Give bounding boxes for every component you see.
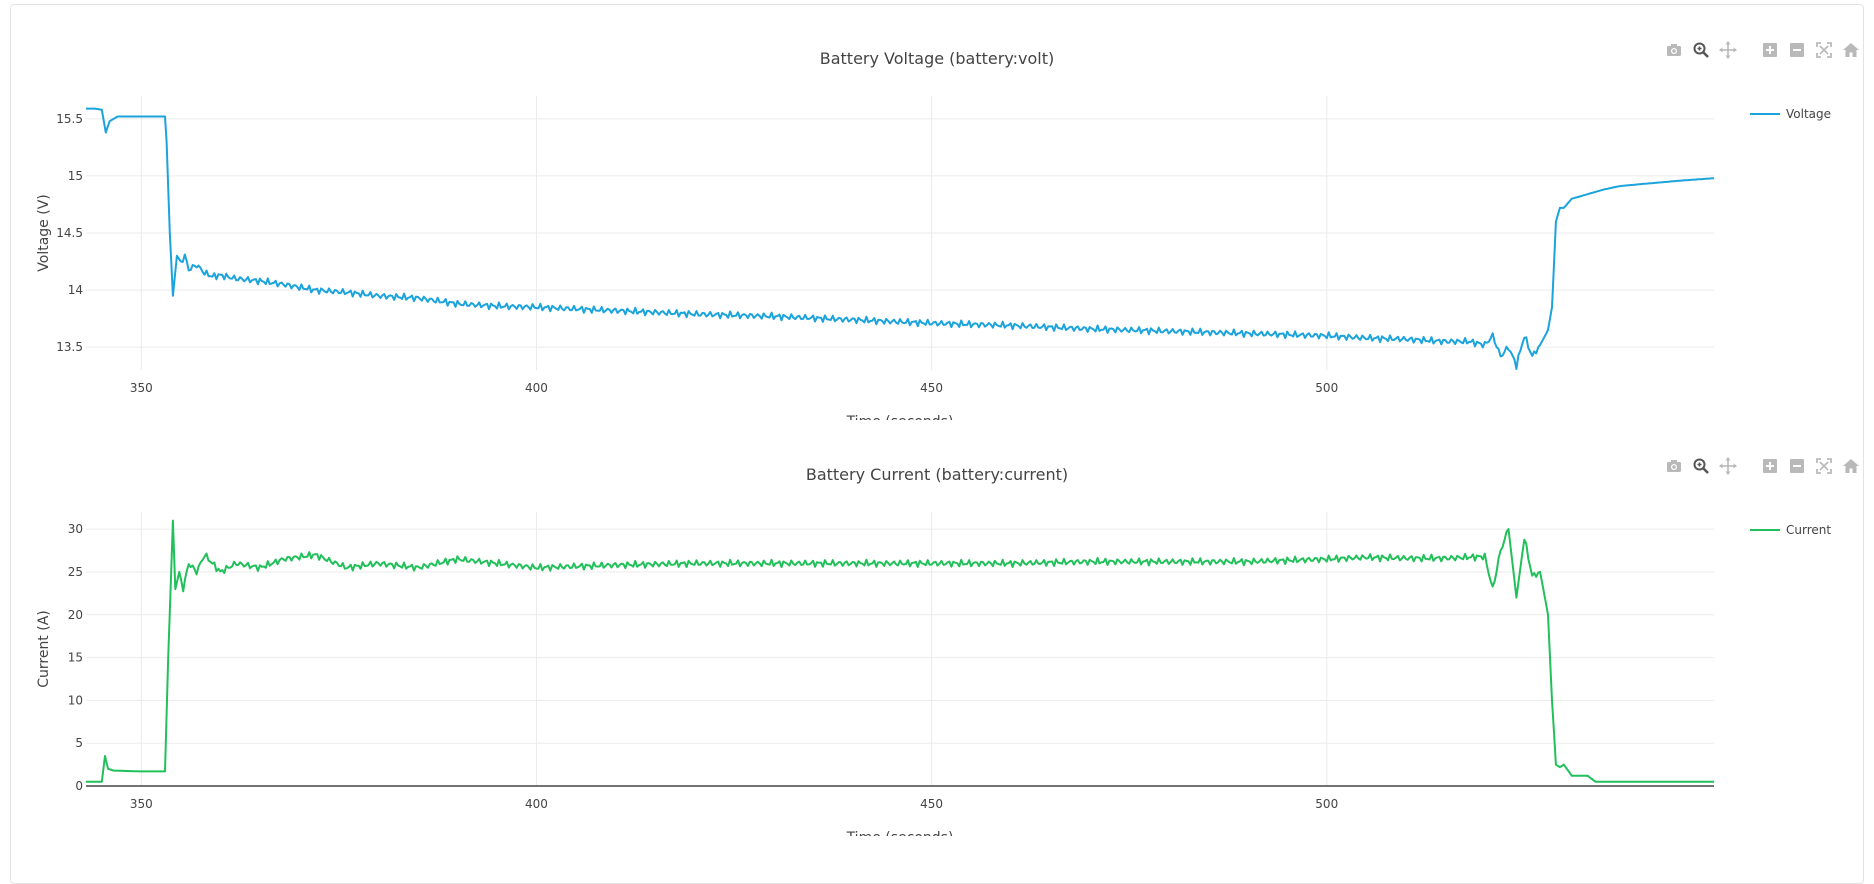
zoom-icon	[1693, 458, 1709, 474]
legend: Voltage	[1750, 107, 1831, 121]
series-line-current	[86, 519, 1714, 783]
x-tick-label: 350	[130, 381, 153, 395]
x-tick-label: 500	[1315, 381, 1338, 395]
camera-button[interactable]	[1664, 40, 1684, 60]
x-tick-label: 400	[525, 381, 548, 395]
y-tick-label: 5	[75, 736, 83, 750]
zoom-icon	[1693, 42, 1709, 58]
x-tick-label: 450	[920, 381, 943, 395]
x-tick-label: 400	[525, 797, 548, 811]
y-tick-label: 0	[75, 779, 83, 793]
zoom-button[interactable]	[1691, 40, 1711, 60]
home-icon	[1843, 43, 1859, 57]
autoscale-icon	[1816, 42, 1832, 58]
voltage-plot: 350 400 450 500 13.5 14 14.5 15 15.5 Battery Volt…	[0, 4, 1874, 420]
y-tick-label: 30	[68, 522, 83, 536]
grid	[86, 512, 1714, 787]
autoscale-button[interactable]	[1814, 40, 1834, 60]
autoscale-button[interactable]	[1814, 456, 1834, 476]
pan-button[interactable]	[1718, 40, 1738, 60]
home-button[interactable]	[1841, 456, 1861, 476]
y-tick-label: 25	[68, 565, 83, 579]
y-tick-label: 15	[68, 651, 83, 665]
current-chart-svg[interactable]: 350 400 450 500 0 5 10 15 20 25 30 Battery Current …	[0, 420, 1874, 836]
y-tick-label: 14.5	[56, 226, 83, 240]
y-axis-label: Current (A)	[36, 610, 52, 688]
x-axis-label: Time (seconds)	[846, 414, 954, 420]
zoom-button[interactable]	[1691, 456, 1711, 476]
zoom-in-icon	[1763, 43, 1777, 57]
chart-title: Battery Current (battery:current)	[806, 465, 1068, 484]
grid	[86, 96, 1714, 370]
current-plot: 350 400 450 500 0 5 10 15 20 25 30 Battery Current …	[0, 420, 1874, 836]
voltage-chart-svg[interactable]: 350 400 450 500 13.5 14 14.5 15 15.5 Battery Volt…	[0, 4, 1874, 420]
camera-icon	[1667, 460, 1681, 472]
y-axis-label: Voltage (V)	[36, 194, 52, 271]
series-line-voltage	[86, 107, 1715, 370]
current-modebar	[1664, 456, 1861, 476]
zoom-out-button[interactable]	[1787, 456, 1807, 476]
chart-title: Battery Voltage (battery:volt)	[820, 49, 1055, 68]
legend-label: Voltage	[1786, 107, 1831, 121]
zoom-in-icon	[1763, 459, 1777, 473]
y-tick-label: 15.5	[56, 112, 83, 126]
y-tick-label: 15	[68, 169, 83, 183]
y-tick-label: 10	[68, 693, 83, 707]
legend: Current	[1750, 523, 1831, 537]
x-tick-label: 350	[130, 797, 153, 811]
camera-button[interactable]	[1664, 456, 1684, 476]
home-icon	[1843, 459, 1859, 473]
zoom-in-button[interactable]	[1760, 456, 1780, 476]
x-tick-label: 450	[920, 797, 943, 811]
voltage-modebar	[1664, 40, 1861, 60]
autoscale-icon	[1816, 458, 1832, 474]
zoom-out-icon	[1790, 459, 1804, 473]
pan-button[interactable]	[1718, 456, 1738, 476]
zoom-in-button[interactable]	[1760, 40, 1780, 60]
legend-label: Current	[1786, 523, 1831, 537]
home-button[interactable]	[1841, 40, 1861, 60]
zoom-out-button[interactable]	[1787, 40, 1807, 60]
pan-icon	[1719, 457, 1737, 475]
y-tick-label: 13.5	[56, 340, 83, 354]
zoom-out-icon	[1790, 43, 1804, 57]
y-tick-label: 14	[68, 283, 83, 297]
camera-icon	[1667, 44, 1681, 56]
pan-icon	[1719, 41, 1737, 59]
x-tick-label: 500	[1315, 797, 1338, 811]
x-axis-label: Time (seconds)	[846, 830, 954, 836]
y-tick-label: 20	[68, 608, 83, 622]
